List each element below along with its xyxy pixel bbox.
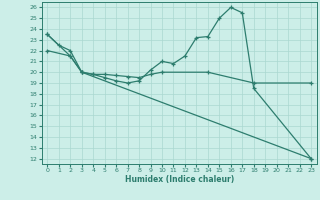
X-axis label: Humidex (Indice chaleur): Humidex (Indice chaleur) xyxy=(124,175,234,184)
